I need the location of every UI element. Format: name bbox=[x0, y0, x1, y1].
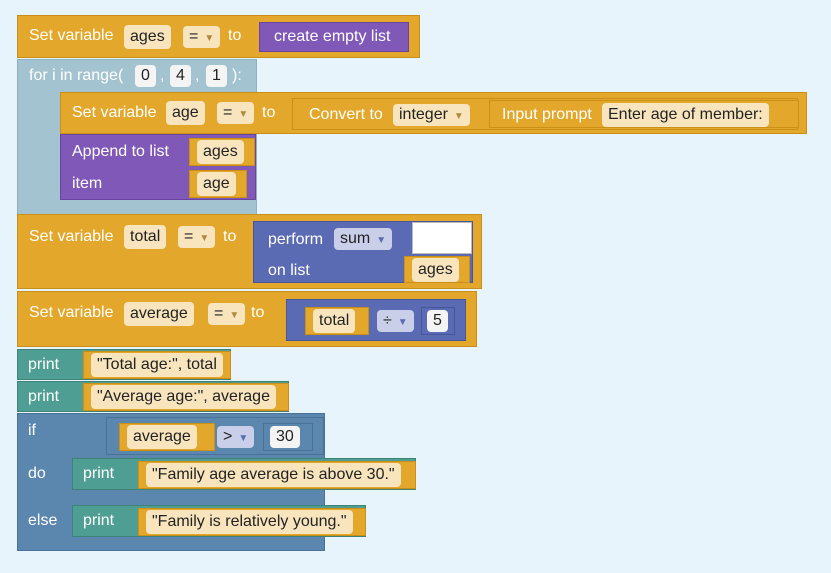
print-value-socket[interactable]: "Total age:", total bbox=[83, 351, 231, 379]
print-label: print bbox=[28, 356, 60, 373]
set-variable-label: Set variable bbox=[29, 27, 114, 44]
create-empty-list-label: create empty list bbox=[274, 28, 391, 45]
total-operand-socket[interactable]: total bbox=[305, 307, 369, 335]
set-ages-block[interactable]: Set variable ages = ▼ to create empty lis… bbox=[17, 15, 420, 58]
range-start-field[interactable]: 0 bbox=[135, 65, 156, 87]
convert-to-label: Convert to bbox=[309, 106, 383, 123]
chevron-down-icon: ▼ bbox=[376, 235, 387, 246]
print-above-30-block[interactable]: print "Family age average is above 30." bbox=[72, 458, 416, 490]
print-value-socket[interactable]: "Family is relatively young." bbox=[138, 508, 366, 536]
chevron-down-icon: ▼ bbox=[229, 310, 240, 321]
print-value-socket[interactable]: "Average age:", average bbox=[83, 383, 289, 411]
ages-list-field[interactable]: ages bbox=[412, 258, 459, 282]
age-variable-field[interactable]: age bbox=[166, 101, 205, 125]
total-variable-field[interactable]: total bbox=[124, 225, 167, 249]
set-variable-label: Set variable bbox=[29, 304, 114, 321]
print-average-block[interactable]: print "Average age:", average bbox=[17, 381, 289, 412]
assign-op-dropdown[interactable]: = ▼ bbox=[217, 102, 255, 124]
range-separator: , bbox=[195, 67, 200, 84]
range-separator: , bbox=[160, 67, 165, 84]
age-item-field[interactable]: age bbox=[197, 172, 236, 196]
assign-op-dropdown[interactable]: = ▼ bbox=[178, 226, 216, 248]
set-total-block[interactable]: Set variable total = ▼ to perform sum ▼ on… bbox=[17, 214, 482, 289]
for-range-label: for i in range( bbox=[29, 67, 124, 84]
chevron-down-icon: ▼ bbox=[397, 317, 408, 328]
input-prompt-label: Input prompt bbox=[502, 106, 592, 123]
range-step-field[interactable]: 1 bbox=[206, 65, 227, 87]
chevron-down-icon: ▼ bbox=[238, 109, 249, 120]
item-label: item bbox=[72, 175, 103, 192]
set-variable-label: Set variable bbox=[29, 228, 114, 245]
number-block[interactable]: 30 bbox=[263, 423, 313, 451]
print-value-field[interactable]: "Total age:", total bbox=[91, 353, 223, 377]
append-to-list-block[interactable]: Append to list ages item age bbox=[60, 134, 256, 200]
average-operand-socket[interactable]: average bbox=[119, 423, 215, 451]
math-op-dropdown[interactable]: ÷ ▼ bbox=[377, 310, 414, 332]
assign-op-dropdown[interactable]: = ▼ bbox=[183, 26, 221, 48]
append-to-list-label: Append to list bbox=[72, 143, 169, 160]
range-close-label: ): bbox=[232, 67, 242, 84]
chevron-down-icon: ▼ bbox=[199, 233, 210, 244]
divide-block[interactable]: total ÷ ▼ 5 bbox=[286, 299, 466, 341]
if-label: if bbox=[28, 422, 36, 439]
perform-label: perform bbox=[268, 231, 324, 248]
ages-variable-field[interactable]: ages bbox=[124, 25, 171, 49]
type-dropdown[interactable]: integer ▼ bbox=[393, 104, 470, 126]
else-label: else bbox=[28, 512, 58, 529]
print-label: print bbox=[83, 512, 115, 529]
average-variable-field[interactable]: average bbox=[124, 302, 194, 326]
set-average-block[interactable]: Set variable average = ▼ to total ÷ ▼ 5 bbox=[17, 291, 477, 347]
chevron-down-icon: ▼ bbox=[238, 433, 249, 444]
set-age-block[interactable]: Set variable age = ▼ to Convert to intege… bbox=[60, 92, 807, 134]
chevron-down-icon: ▼ bbox=[204, 33, 215, 44]
print-young-block[interactable]: print "Family is relatively young." bbox=[72, 505, 366, 537]
to-label: to bbox=[262, 104, 276, 121]
create-empty-list-block[interactable]: create empty list bbox=[259, 22, 409, 52]
print-value-socket[interactable]: "Family age average is above 30." bbox=[138, 461, 416, 489]
input-prompt-block[interactable]: Input prompt Enter age of member: bbox=[489, 100, 799, 128]
compare-value-field[interactable]: 30 bbox=[270, 426, 300, 448]
print-value-field[interactable]: "Family age average is above 30." bbox=[146, 463, 401, 487]
empty-slot bbox=[412, 222, 472, 254]
print-label: print bbox=[28, 388, 60, 405]
print-value-field[interactable]: "Family is relatively young." bbox=[146, 510, 353, 534]
ages-list-socket[interactable]: ages bbox=[189, 138, 255, 166]
compare-block[interactable]: average > ▼ 30 bbox=[106, 417, 324, 455]
to-label: to bbox=[223, 228, 237, 245]
number-block[interactable]: 5 bbox=[421, 307, 455, 335]
perform-sum-block[interactable]: perform sum ▼ on list ages bbox=[253, 221, 473, 283]
print-label: print bbox=[83, 465, 115, 482]
total-operand-field[interactable]: total bbox=[313, 309, 356, 333]
age-item-socket[interactable]: age bbox=[189, 170, 247, 198]
prompt-text-field[interactable]: Enter age of member: bbox=[602, 103, 769, 127]
divisor-field[interactable]: 5 bbox=[427, 310, 448, 332]
print-total-block[interactable]: print "Total age:", total bbox=[17, 349, 231, 380]
ages-list-socket[interactable]: ages bbox=[404, 256, 470, 283]
assign-op-dropdown[interactable]: = ▼ bbox=[208, 303, 246, 325]
set-variable-label: Set variable bbox=[72, 104, 157, 121]
compare-op-dropdown[interactable]: > ▼ bbox=[217, 426, 255, 448]
function-dropdown[interactable]: sum ▼ bbox=[334, 228, 393, 250]
range-stop-field[interactable]: 4 bbox=[170, 65, 191, 87]
chevron-down-icon: ▼ bbox=[453, 111, 464, 122]
on-list-label: on list bbox=[268, 262, 310, 279]
convert-block[interactable]: Convert to integer ▼ Input prompt Enter a… bbox=[292, 98, 799, 130]
average-operand-field[interactable]: average bbox=[127, 425, 197, 449]
print-value-field[interactable]: "Average age:", average bbox=[91, 385, 276, 409]
ages-list-field[interactable]: ages bbox=[197, 140, 244, 164]
to-label: to bbox=[251, 304, 265, 321]
to-label: to bbox=[228, 27, 242, 44]
do-label: do bbox=[28, 465, 46, 482]
